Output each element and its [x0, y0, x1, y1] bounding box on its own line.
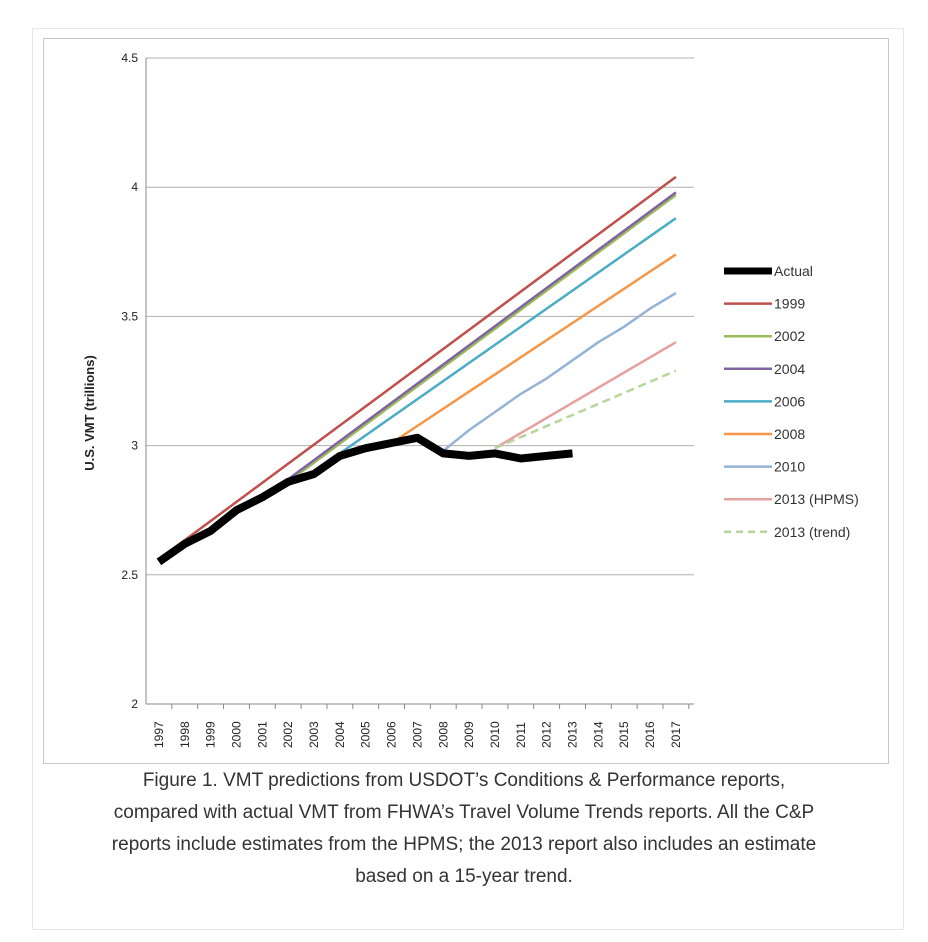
- x-tick-label-2013: 2013: [566, 721, 580, 748]
- y-tick-label-2: 2: [131, 697, 138, 711]
- series-line-2013-hpms-: [494, 341, 677, 450]
- legend-label-2006: 2006: [774, 393, 805, 409]
- x-tick-label-2001: 2001: [255, 721, 269, 748]
- x-tick-label-2009: 2009: [462, 721, 476, 748]
- x-tick-label-2005: 2005: [359, 721, 373, 748]
- caption-line-4: based on a 15-year trend.: [355, 866, 573, 887]
- y-tick-label-3.5: 3.5: [121, 309, 138, 323]
- x-tick-label-2006: 2006: [385, 721, 399, 748]
- vmt-line-chart: 2 2.5 3 3.5 4 4.5 1997 1998 1999 2000 2001 2002 2003…: [82, 51, 859, 748]
- y-axis-title: U.S. VMT (trillions): [82, 355, 97, 471]
- x-tick-label-1998: 1998: [178, 721, 192, 748]
- legend-label-2013-trend-: 2013 (trend): [774, 524, 850, 540]
- series-line-2006: [339, 217, 677, 455]
- x-tick-label-2004: 2004: [333, 721, 347, 748]
- y-tick-label-3: 3: [131, 439, 138, 453]
- series-line-2004: [287, 191, 677, 481]
- figure-caption: Figure 1. VMT predictions from USDOT’s C…: [40, 765, 888, 893]
- caption-line-2: compared with actual VMT from FHWA’s Tra…: [113, 802, 815, 823]
- caption-line-1: Figure 1. VMT predictions from USDOT’s C…: [142, 770, 786, 791]
- x-tick-label-2002: 2002: [281, 721, 295, 748]
- x-tick-label-1999: 1999: [204, 721, 218, 748]
- x-tick-label-2003: 2003: [307, 721, 321, 748]
- series-line-2002: [287, 193, 677, 483]
- x-tick-label-2011: 2011: [514, 722, 528, 748]
- x-tick-label-2017: 2017: [669, 721, 683, 748]
- caption-line-3: reports include estimates from the HPMS;…: [111, 834, 817, 855]
- series-line-2008: [390, 253, 677, 445]
- chart-frame: 2 2.5 3 3.5 4 4.5 1997 1998 1999 2000 2001 2002 2003…: [43, 38, 889, 764]
- y-tick-label-4: 4: [131, 180, 138, 194]
- x-tick-label-2007: 2007: [410, 721, 424, 748]
- legend-label-actual: Actual: [774, 263, 813, 279]
- legend-label-2004: 2004: [774, 361, 805, 377]
- series-line-1999: [158, 175, 677, 561]
- series-line-actual: [156, 433, 573, 566]
- legend-label-2008: 2008: [774, 426, 805, 442]
- x-tick-label-2014: 2014: [591, 721, 605, 748]
- x-tick-label-2012: 2012: [540, 721, 554, 748]
- x-tick-label-2016: 2016: [643, 721, 657, 748]
- legend-label-1999: 1999: [774, 296, 805, 312]
- x-tick-label-1997: 1997: [152, 721, 166, 748]
- x-tick-label-2000: 2000: [229, 721, 243, 748]
- series-line-2013-trend-: [494, 369, 677, 450]
- x-tick-label-2010: 2010: [488, 721, 502, 748]
- legend-label-2013-hpms-: 2013 (HPMS): [774, 491, 859, 507]
- series-line-2010: [442, 292, 677, 452]
- x-tick-label-2015: 2015: [617, 721, 631, 748]
- legend-label-2002: 2002: [774, 328, 805, 344]
- y-tick-label-4.5: 4.5: [121, 51, 138, 65]
- y-tick-label-2.5: 2.5: [121, 568, 138, 582]
- legend-label-2010: 2010: [774, 459, 805, 475]
- x-tick-label-2008: 2008: [436, 721, 450, 748]
